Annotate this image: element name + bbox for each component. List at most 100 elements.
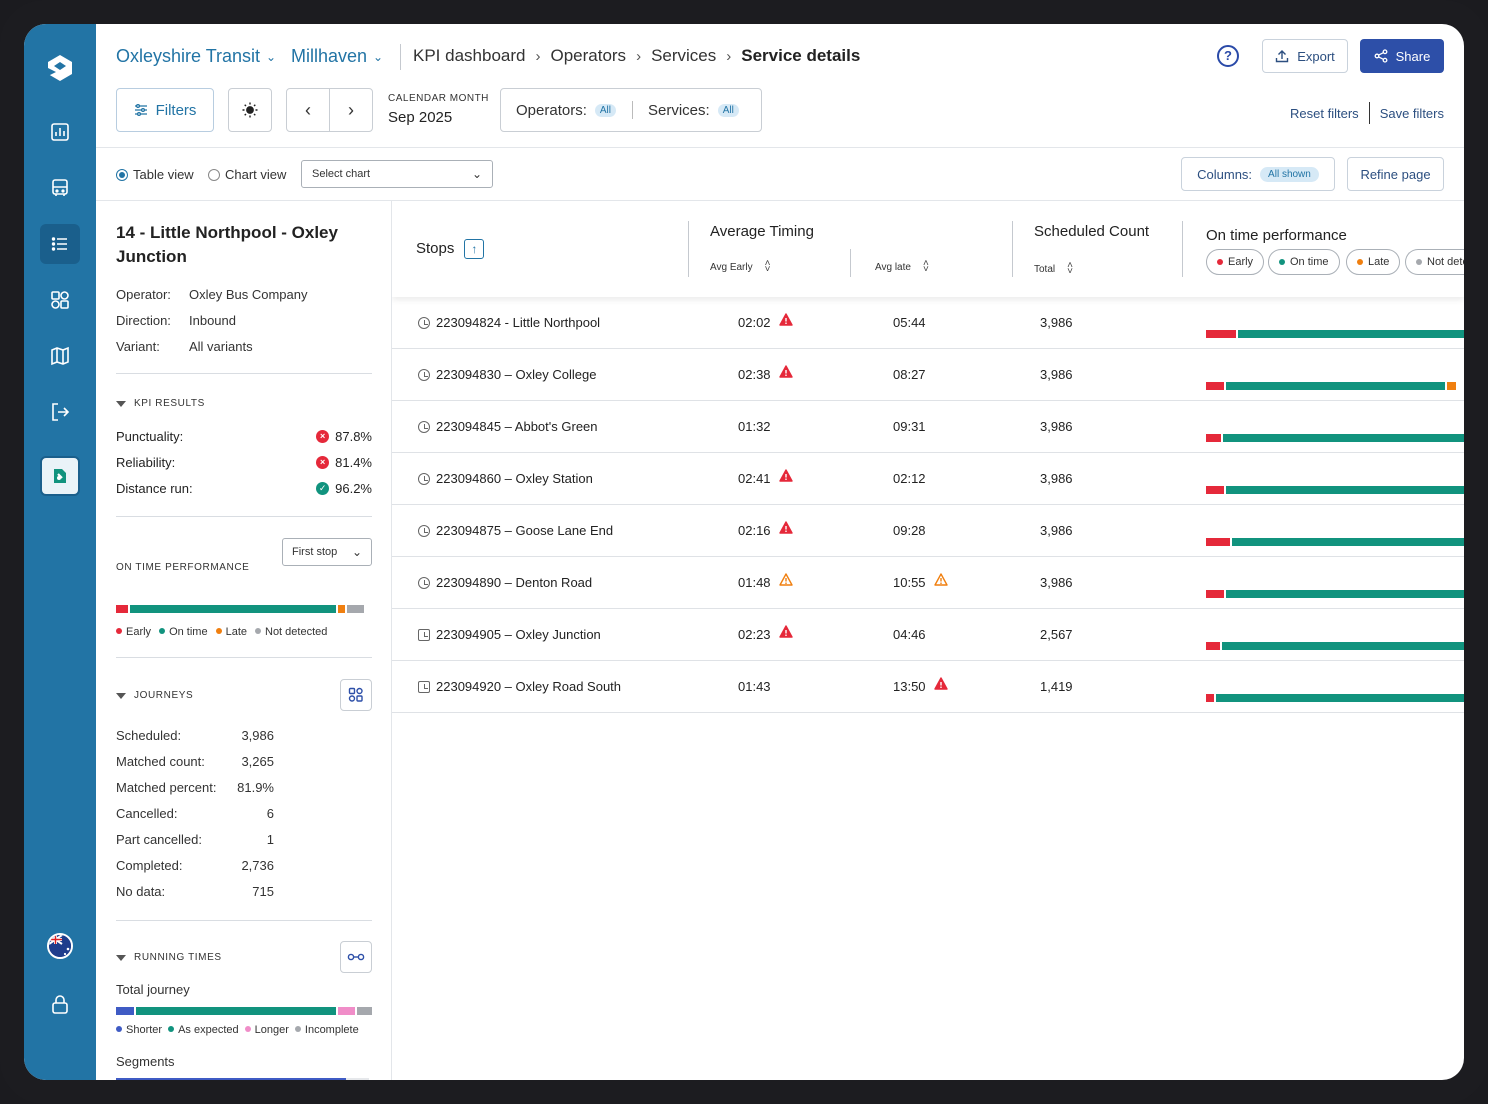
stops-column-header[interactable]: Stops ↑ (416, 239, 485, 259)
header-divider (400, 44, 401, 70)
stop-icon (418, 628, 430, 641)
share-button[interactable]: Share (1360, 39, 1444, 73)
scope-selector[interactable]: Operators: All Services: All (500, 88, 762, 132)
stop-cell: 223094890 – Denton Road (418, 575, 592, 590)
select-chart-dropdown[interactable]: Select chart ⌄ (301, 160, 493, 188)
nav-map-icon[interactable] (40, 336, 80, 376)
journeys-no-data: No data: 715 (116, 884, 274, 899)
otp-filter-early[interactable]: Early (1206, 249, 1265, 275)
chart-view-radio[interactable]: Chart view (208, 167, 286, 182)
help-icon[interactable]: ? (1217, 45, 1239, 67)
avg-late-cell: 10:55 (893, 572, 948, 590)
theme-toggle-button[interactable] (228, 88, 272, 132)
filter-label: Early (1228, 256, 1254, 268)
region-selector[interactable]: Millhaven ⌄ (291, 46, 383, 67)
kpi-value: 87.8% (335, 429, 372, 444)
running-times-link-button[interactable] (340, 941, 372, 973)
region-flag-icon[interactable] (47, 933, 73, 959)
legend-shorter: Shorter (116, 1024, 162, 1036)
nav-lock-icon[interactable] (40, 984, 80, 1024)
chevron-right-icon: › (726, 47, 732, 65)
total-header[interactable]: Total ˄ ˅ (1034, 261, 1073, 277)
table-row[interactable]: 223094845 – Abbot's Green 01:32 09:31 3,… (392, 401, 1464, 453)
journeys-toggle[interactable]: JOURNEYS (116, 690, 193, 701)
direction-label: Direction: (116, 313, 171, 328)
columns-button[interactable]: Columns: All shown (1181, 157, 1335, 191)
operator-label: Operator: (116, 287, 171, 302)
stop-name: 223094890 – Denton Road (436, 575, 593, 590)
nav-bus-icon[interactable] (40, 168, 80, 208)
avg-early-value: 01:32 (738, 419, 771, 434)
avg-late-cell: 08:27 (893, 367, 934, 382)
otp-filter-not-detected[interactable]: Not dete (1405, 249, 1464, 275)
next-month-button[interactable]: › (329, 88, 373, 132)
bar-segment-late (1447, 382, 1456, 390)
running-times-toggle[interactable]: RUNNING TIMES (116, 952, 222, 963)
segment-bar (116, 1078, 369, 1080)
save-filters-link[interactable]: Save filters (1379, 105, 1444, 121)
avg-early-cell: 02:02 (738, 312, 793, 330)
kpi-label: Reliability: (116, 455, 176, 470)
breadcrumb-kpi-dashboard[interactable]: KPI dashboard (413, 46, 526, 65)
avg-early-value: 02:41 (738, 471, 771, 486)
calendar-value[interactable]: Sep 2025 (388, 109, 453, 126)
org-name: Oxleyshire Transit (116, 46, 261, 66)
table-row[interactable]: 223094830 – Oxley College 02:38 08:27 3,… (392, 349, 1464, 401)
reset-filters-link[interactable]: Reset filters (1290, 105, 1359, 121)
links-divider (1368, 102, 1370, 124)
avg-early-cell: 02:38 (738, 364, 793, 382)
breadcrumb-services[interactable]: Services (651, 46, 717, 65)
table-row[interactable]: 223094824 - Little Northpool 02:02 05:44… (392, 297, 1464, 349)
caret-down-icon (116, 692, 126, 699)
kpi-label: Distance run: (116, 481, 193, 496)
avg-late-cell: 04:46 (893, 627, 934, 642)
table-row[interactable]: 223094920 – Oxley Road South 01:43 13:50… (392, 661, 1464, 713)
bar-segment-not-detected (347, 605, 364, 613)
otp-stop-dropdown[interactable]: First stop ⌄ (282, 538, 372, 566)
avg-late-header[interactable]: Avg late ˄ ˅ (875, 259, 929, 275)
legend-label: As expected (178, 1024, 239, 1036)
otp-legend: Early On time Late Not detected (116, 626, 327, 638)
divider (116, 657, 372, 658)
previous-month-button[interactable]: ‹ (286, 88, 330, 132)
otp-filter-late[interactable]: Late (1346, 249, 1401, 275)
org-selector[interactable]: Oxleyshire Transit ⌄ (116, 46, 276, 67)
nav-apps-icon[interactable] (40, 280, 80, 320)
columns-label: Columns: (1197, 166, 1253, 182)
segment-fill (116, 1078, 347, 1080)
journeys-apps-button[interactable] (340, 679, 372, 711)
breadcrumb-operators[interactable]: Operators (550, 46, 627, 65)
nav-dashboard-icon[interactable] (40, 112, 80, 152)
otp-stacked-bar (116, 605, 364, 613)
refine-page-button[interactable]: Refine page (1347, 157, 1444, 191)
filters-button[interactable]: Filters (116, 88, 214, 132)
nav-logout-icon[interactable] (40, 392, 80, 432)
avg-early-header[interactable]: Avg Early ˄ ˅ (710, 259, 770, 275)
avg-late-cell: 13:50 (893, 676, 948, 694)
sort-ascending-icon[interactable]: ↑ (464, 239, 485, 259)
otp-row-bar (1206, 590, 1464, 598)
bar-segment-incomplete (357, 1007, 372, 1015)
journey-value: 1 (266, 832, 274, 847)
avg-late-cell: 05:44 (893, 315, 934, 330)
export-button[interactable]: Export (1262, 39, 1348, 73)
avg-early-value: 01:48 (738, 575, 771, 590)
stop-cell: 223094830 – Oxley College (418, 367, 596, 382)
kpi-results-toggle[interactable]: KPI RESULTS (116, 398, 205, 409)
nav-app-tile-icon[interactable] (40, 456, 80, 496)
table-row[interactable]: 223094860 – Oxley Station 02:41 02:12 3,… (392, 453, 1464, 505)
journeys-completed: Completed: 2,736 (116, 858, 274, 873)
chevron-right-icon: › (535, 47, 541, 65)
avg-late-value: 09:31 (893, 419, 926, 434)
table-row[interactable]: 223094875 – Goose Lane End 02:16 09:28 3… (392, 505, 1464, 557)
fail-icon: × (316, 430, 330, 443)
bar-segment-on-time (130, 605, 336, 613)
table-view-radio[interactable]: Table view (116, 167, 194, 182)
nav-list-icon[interactable] (40, 224, 80, 264)
table-row[interactable]: 223094890 – Denton Road 01:48 10:55 3,98… (392, 557, 1464, 609)
table-row[interactable]: 223094905 – Oxley Junction 02:23 04:46 2… (392, 609, 1464, 661)
legend-label: Not detected (265, 626, 328, 638)
column-divider (1182, 221, 1183, 277)
calendar-label: CALENDAR MONTH (388, 93, 489, 104)
otp-filter-on-time[interactable]: On time (1268, 249, 1340, 275)
